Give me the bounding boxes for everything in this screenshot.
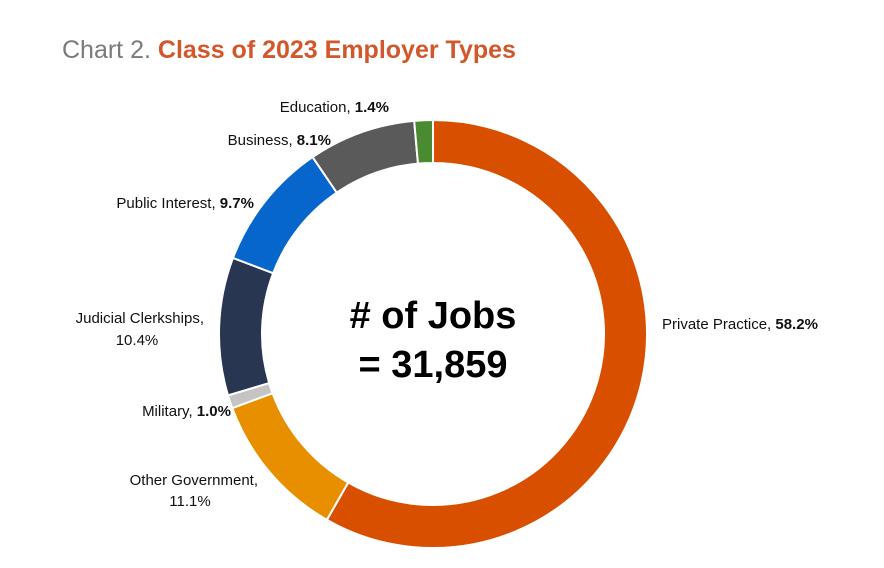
slice-judicial-clerkships <box>218 256 275 397</box>
slice-label-business: Business, 8.1% <box>228 132 331 149</box>
slice-public-interest <box>231 155 339 275</box>
slice-label-education: Education, 1.4% <box>280 99 389 116</box>
slice-education <box>413 118 434 165</box>
slice-pct-other-government: 11.1% <box>169 493 210 510</box>
slice-private-practice <box>325 118 648 549</box>
center-text-line-2: = 31,859 <box>359 344 508 386</box>
donut-slices <box>218 118 648 549</box>
slice-label-private-practice: Private Practice, 58.2% <box>662 316 818 333</box>
slice-pct-judicial-clerkships: 10.4% <box>116 332 159 349</box>
slice-label-judicial-clerkships: Judicial Clerkships, <box>76 310 204 327</box>
slice-label-other-government: Other Government, <box>130 472 258 489</box>
slice-label-military: Military, 1.0% <box>142 403 231 420</box>
chart-title-prefix: Chart 2. <box>62 36 151 64</box>
chart-title-main: Class of 2023 Employer Types <box>157 36 516 64</box>
slice-label-public-interest: Public Interest, 9.7% <box>116 195 254 212</box>
center-text-line-1: # of Jobs <box>350 295 517 337</box>
slice-other-government <box>230 391 350 522</box>
chart-title: Chart 2. Class of 2023 Employer Types <box>62 34 516 66</box>
